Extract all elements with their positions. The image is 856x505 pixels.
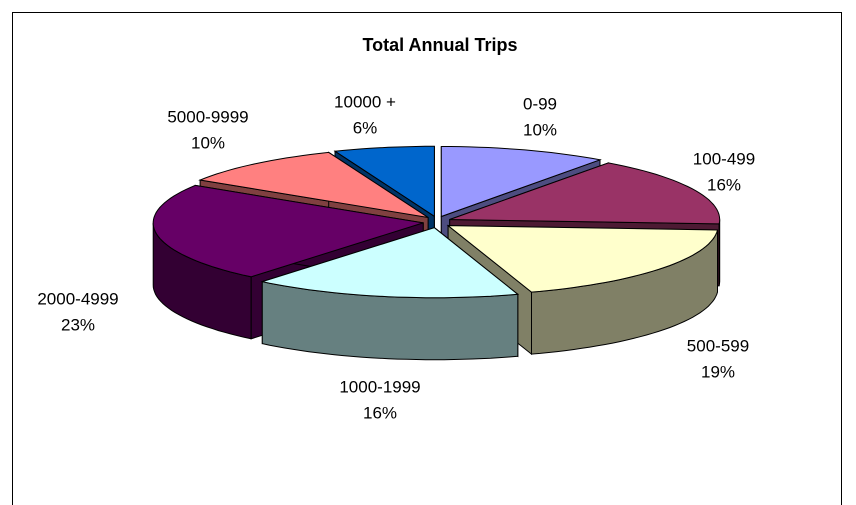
slice-category-label: 500-599 [687,336,749,355]
slice [446,225,719,293]
slice-value-label: 19% [701,362,735,381]
slice-category-label: 1000-1999 [339,377,420,396]
slice [440,146,602,218]
slice-value-label: 16% [707,175,741,194]
slice [333,145,435,218]
slice-category-label: 100-499 [693,149,755,168]
pie [152,145,721,361]
slice-category-label: 2000-4999 [37,289,118,308]
slice [260,227,520,299]
slice-category-label: 5000-9999 [167,107,248,126]
chart-title: Total Annual Trips [362,35,517,55]
slice-category-label: 0-99 [523,94,557,113]
slice [198,151,429,218]
slice [449,162,721,225]
slice-value-label: 10% [523,120,557,139]
slice-outer-wall [718,219,721,286]
slice-value-label: 10% [191,133,225,152]
slice-value-label: 16% [363,403,397,422]
slice-value-label: 23% [61,315,95,334]
slice-value-label: 6% [353,118,378,137]
slice-category-label: 10000 + [334,92,396,111]
slice [152,184,424,278]
